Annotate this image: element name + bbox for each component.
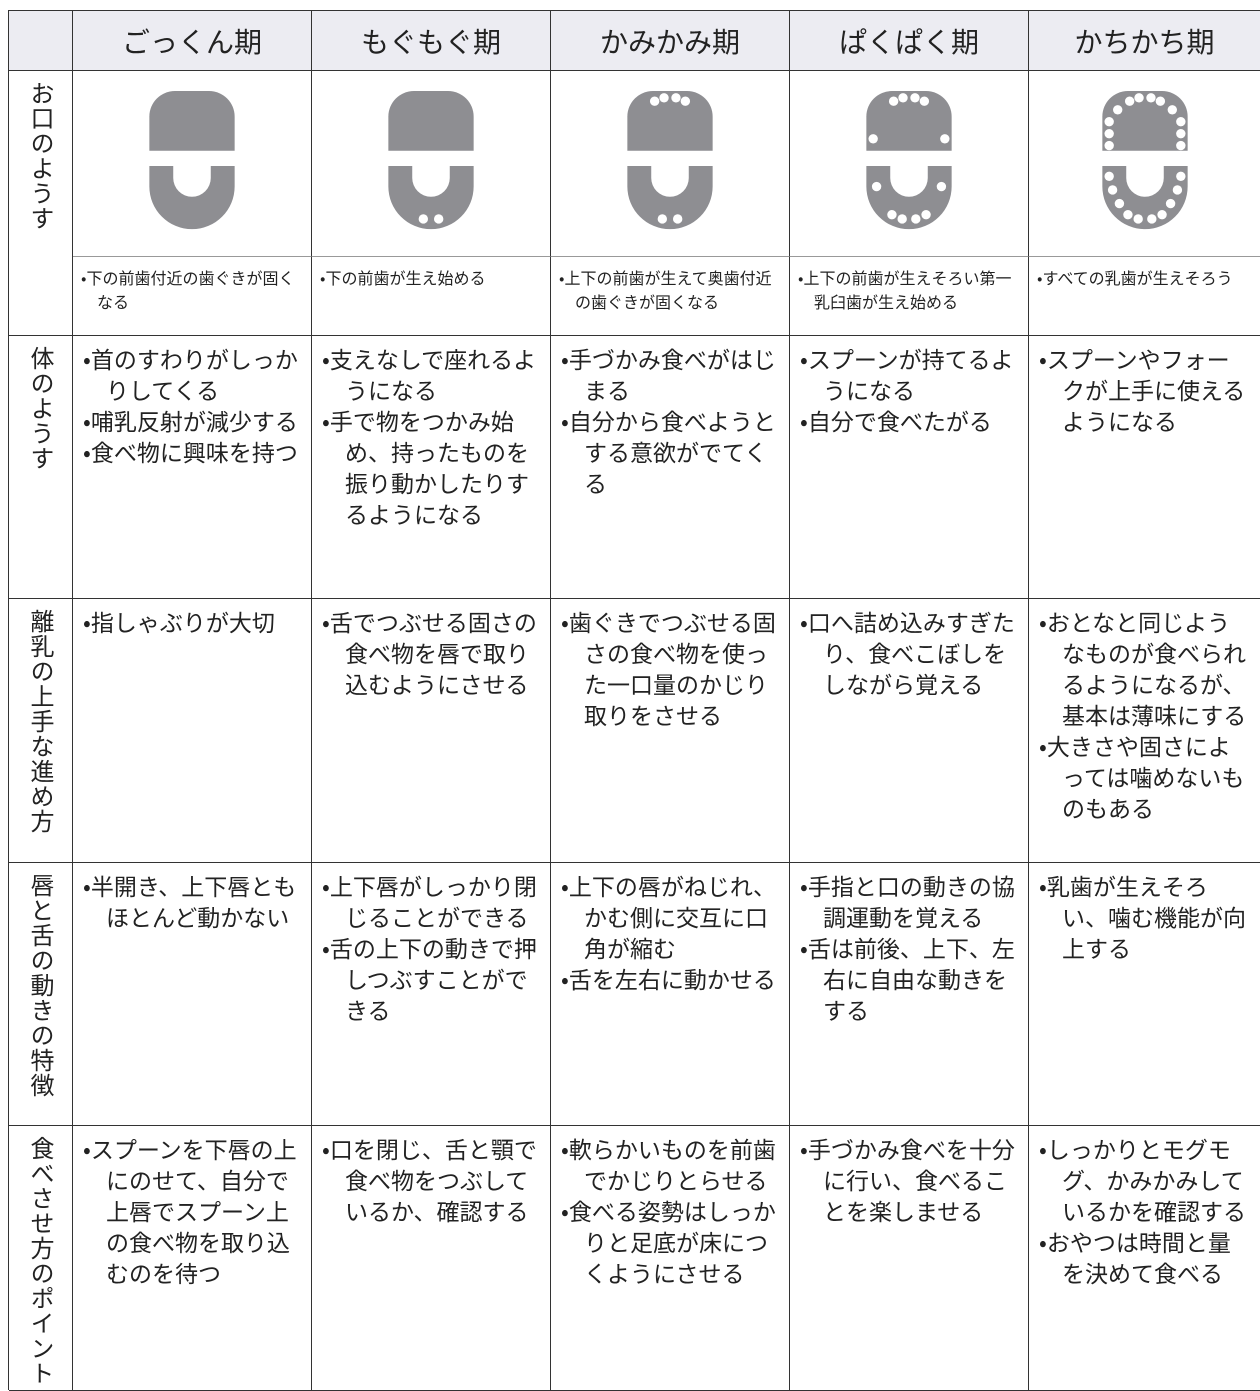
corner-cell — [9, 11, 73, 71]
mouth-diagram — [388, 91, 474, 230]
mouth-diagram-cell — [312, 71, 551, 256]
bullet-text: ・口へ詰め込みすぎたり、食べこぼしをしながら覚える — [800, 611, 1015, 699]
table-cell: ・舌でつぶせる固さの食べ物を唇で取り込むようにさせる — [312, 599, 551, 863]
mouth-text-cell: ・上下の前歯が生えて奥歯付近の歯ぐきが固くなる — [551, 256, 790, 336]
table-cell: ・手づかみ食べがはじまる ・自分から食べようとする意欲がでてくる — [551, 336, 790, 599]
bullet-text: ・口を閉じ、舌と顎で食べ物をつぶしているか、確認する — [322, 1138, 537, 1226]
mouth-diagram — [627, 91, 713, 230]
row-label-text: 唇と舌の動きの特徴 — [26, 873, 54, 1098]
bullet-text: ・食べる姿勢はしっかりと足底が床につくようにさせる — [561, 1200, 776, 1288]
mouth-text-cell: ・下の前歯付近の歯ぐきが固くなる — [73, 256, 312, 336]
row-label: 唇と舌の動きの特徴 — [9, 863, 73, 1126]
mouth-diagram-cell — [1029, 71, 1260, 256]
column-header: ごっくん期 — [73, 11, 312, 71]
table: ごっくん期 もぐもぐ期 かみかみ期 ぱくぱく期 かちかち期お口のようす・下の前歯付近の歯… — [8, 10, 1260, 1391]
bullet-text: ・おとなと同じようなものが食べられるようになるが、基本は薄味にする — [1039, 611, 1247, 730]
table-cell: ・首のすわりがしっかりしてくる・哺乳反射が減少する ・食べ物に興味を持つ — [73, 336, 312, 599]
bullet-text: ・下の前歯が生え始める — [320, 269, 486, 288]
bullet-text: ・食べ物に興味を持つ — [83, 441, 298, 467]
bullet-text: ・手指と口の動きの協調運動を覚える — [800, 875, 1015, 932]
bullet-text: ・指しゃぶりが大切 — [83, 611, 275, 637]
bullet-text: ・上下の前歯が生えて奥歯付近の歯ぐきが固くなる — [559, 269, 772, 312]
table-cell: ・乳歯が生えそろい、噛む機能が向上する — [1029, 863, 1260, 1126]
row-label-text: 離乳の上手な進め方 — [26, 609, 54, 834]
mouth-diagram — [1101, 91, 1188, 230]
bullet-text: ・大きさや固さによっては噛めないものもある — [1039, 735, 1245, 823]
row-label-text: お口のようす — [26, 81, 54, 231]
table-cell: ・スプーンが持てるようになる・自分で食べたがる — [790, 336, 1029, 599]
row-label-text: 体のようす — [26, 346, 54, 471]
column-header-text: かちかち期 — [1074, 25, 1215, 59]
bullet-text: ・手づかみ食べがはじまる — [561, 348, 776, 405]
bullet-text: ・手づかみ食べを十分に行い、食べることを楽しませる — [800, 1138, 1015, 1226]
bullet-text: ・舌は前後、上下、左右に自由な動きをする — [800, 937, 1015, 1025]
bullet-text: ・軟らかいものを前歯でかじりとらせる — [561, 1138, 776, 1195]
bullet-text: ・すべての乳歯が生えそろう — [1037, 269, 1233, 288]
bullet-text: ・舌でつぶせる固さの食べ物を唇で取り込むようにさせる — [322, 611, 537, 699]
bullet-text: ・上下唇がしっかり閉じることができる — [322, 875, 537, 932]
column-header-text: かみかみ期 — [599, 25, 740, 59]
table-cell: ・軟らかいものを前歯でかじりとらせる ・食べる姿勢はしっかりと足底が床につくように… — [551, 1126, 790, 1391]
bullet-text: ・手で物をつかみ始め、持ったものを振り動かしたりするようになる — [322, 410, 529, 529]
bullet-text: ・スプーンを下唇の上にのせて、自分で上唇でスプーン上の食べ物を取り込むのを待つ — [83, 1138, 297, 1288]
table-cell: ・歯ぐきでつぶせる固さの食べ物を使った一口量のかじり取りをさせる — [551, 599, 790, 863]
bullet-text: ・舌の上下の動きで押しつぶすことができる — [322, 937, 537, 1025]
column-header-text: ごっくん期 — [121, 25, 262, 59]
table-cell: ・手づかみ食べを十分に行い、食べることを楽しませる — [790, 1126, 1029, 1391]
bullet-text: ・半開き、上下唇ともほとんど動かない — [83, 875, 297, 932]
bullet-text: ・上下の前歯が生えそろい第一乳臼歯が生え始める — [798, 269, 1012, 312]
bullet-text: ・舌を左右に動かせる — [561, 968, 776, 994]
row-label-text: 食べさせ方のポイント — [26, 1136, 54, 1386]
table-cell: ・指しゃぶりが大切 — [73, 599, 312, 863]
column-header: かちかち期 — [1029, 11, 1260, 71]
table-cell: ・上下唇がしっかり閉じることができる ・舌の上下の動きで押しつぶすことができる — [312, 863, 551, 1126]
mouth-diagram-cell — [551, 71, 790, 256]
column-header-text: もぐもぐ期 — [360, 25, 501, 59]
table-cell: ・スプーンを下唇の上にのせて、自分で上唇でスプーン上の食べ物を取り込むのを待つ — [73, 1126, 312, 1391]
bullet-text: ・哺乳反射が減少する — [83, 410, 298, 436]
bullet-text: ・支えなしで座れるようになる — [322, 348, 537, 405]
bullet-text: ・スプーンやフォークが上手に使えるようになる — [1039, 348, 1246, 436]
column-header: もぐもぐ期 — [312, 11, 551, 71]
mouth-diagram — [866, 91, 952, 230]
bullet-text: ・おやつは時間と量を決めて食べる — [1039, 1231, 1231, 1288]
bullet-text: ・首のすわりがしっかりしてくる — [83, 348, 298, 405]
table-cell: ・口へ詰め込みすぎたり、食べこぼしをしながら覚える — [790, 599, 1029, 863]
mouth-diagram — [149, 91, 235, 230]
mouth-diagram-cell — [73, 71, 312, 256]
table-cell: ・しっかりとモグモグ、かみかみしているかを確認する ・おやつは時間と量を決めて食べ… — [1029, 1126, 1260, 1391]
table-cell: ・手指と口の動きの協調運動を覚える ・舌は前後、上下、左右に自由な動きをする — [790, 863, 1029, 1126]
row-label: 体のようす — [9, 336, 73, 599]
table-cell: ・支えなしで座れるようになる ・手で物をつかみ始め、持ったものを振り動かしたりする… — [312, 336, 551, 599]
row-label: お口のようす — [9, 71, 73, 336]
mouth-text-cell: ・上下の前歯が生えそろい第一乳臼歯が生え始める — [790, 256, 1029, 336]
bullet-text: ・下の前歯付近の歯ぐきが固くなる — [81, 269, 295, 312]
column-header: かみかみ期 — [551, 11, 790, 71]
bullet-text: ・歯ぐきでつぶせる固さの食べ物を使った一口量のかじり取りをさせる — [561, 611, 776, 730]
bullet-text: ・スプーンが持てるようになる — [800, 348, 1014, 405]
bullet-text: ・自分から食べようとする意欲がでてくる — [561, 410, 776, 498]
table-cell: ・スプーンやフォークが上手に使えるようになる — [1029, 336, 1260, 599]
table-cell: ・上下の唇がねじれ、かむ側に交互に口角が縮む・舌を左右に動かせる — [551, 863, 790, 1126]
mouth-text-cell: ・下の前歯が生え始める — [312, 256, 551, 336]
table-cell: ・半開き、上下唇ともほとんど動かない — [73, 863, 312, 1126]
table-cell: ・口を閉じ、舌と顎で食べ物をつぶしているか、確認する — [312, 1126, 551, 1391]
table-cell: ・おとなと同じようなものが食べられるようになるが、基本は薄味にする ・大きさや固さ… — [1029, 599, 1260, 863]
bullet-text: ・乳歯が生えそろい、噛む機能が向上する — [1039, 875, 1246, 963]
row-label: 食べさせ方のポイント — [9, 1126, 73, 1391]
mouth-text-cell: ・すべての乳歯が生えそろう — [1029, 256, 1260, 336]
mouth-diagram-cell — [790, 71, 1029, 256]
bullet-text: ・上下の唇がねじれ、かむ側に交互に口角が縮む — [561, 875, 777, 963]
row-label: 離乳の上手な進め方 — [9, 599, 73, 863]
column-header: ぱくぱく期 — [790, 11, 1029, 71]
column-header-text: ぱくぱく期 — [838, 25, 979, 59]
bullet-text: ・自分で食べたがる — [800, 410, 992, 436]
bullet-text: ・しっかりとモグモグ、かみかみしているかを確認する — [1039, 1138, 1246, 1226]
